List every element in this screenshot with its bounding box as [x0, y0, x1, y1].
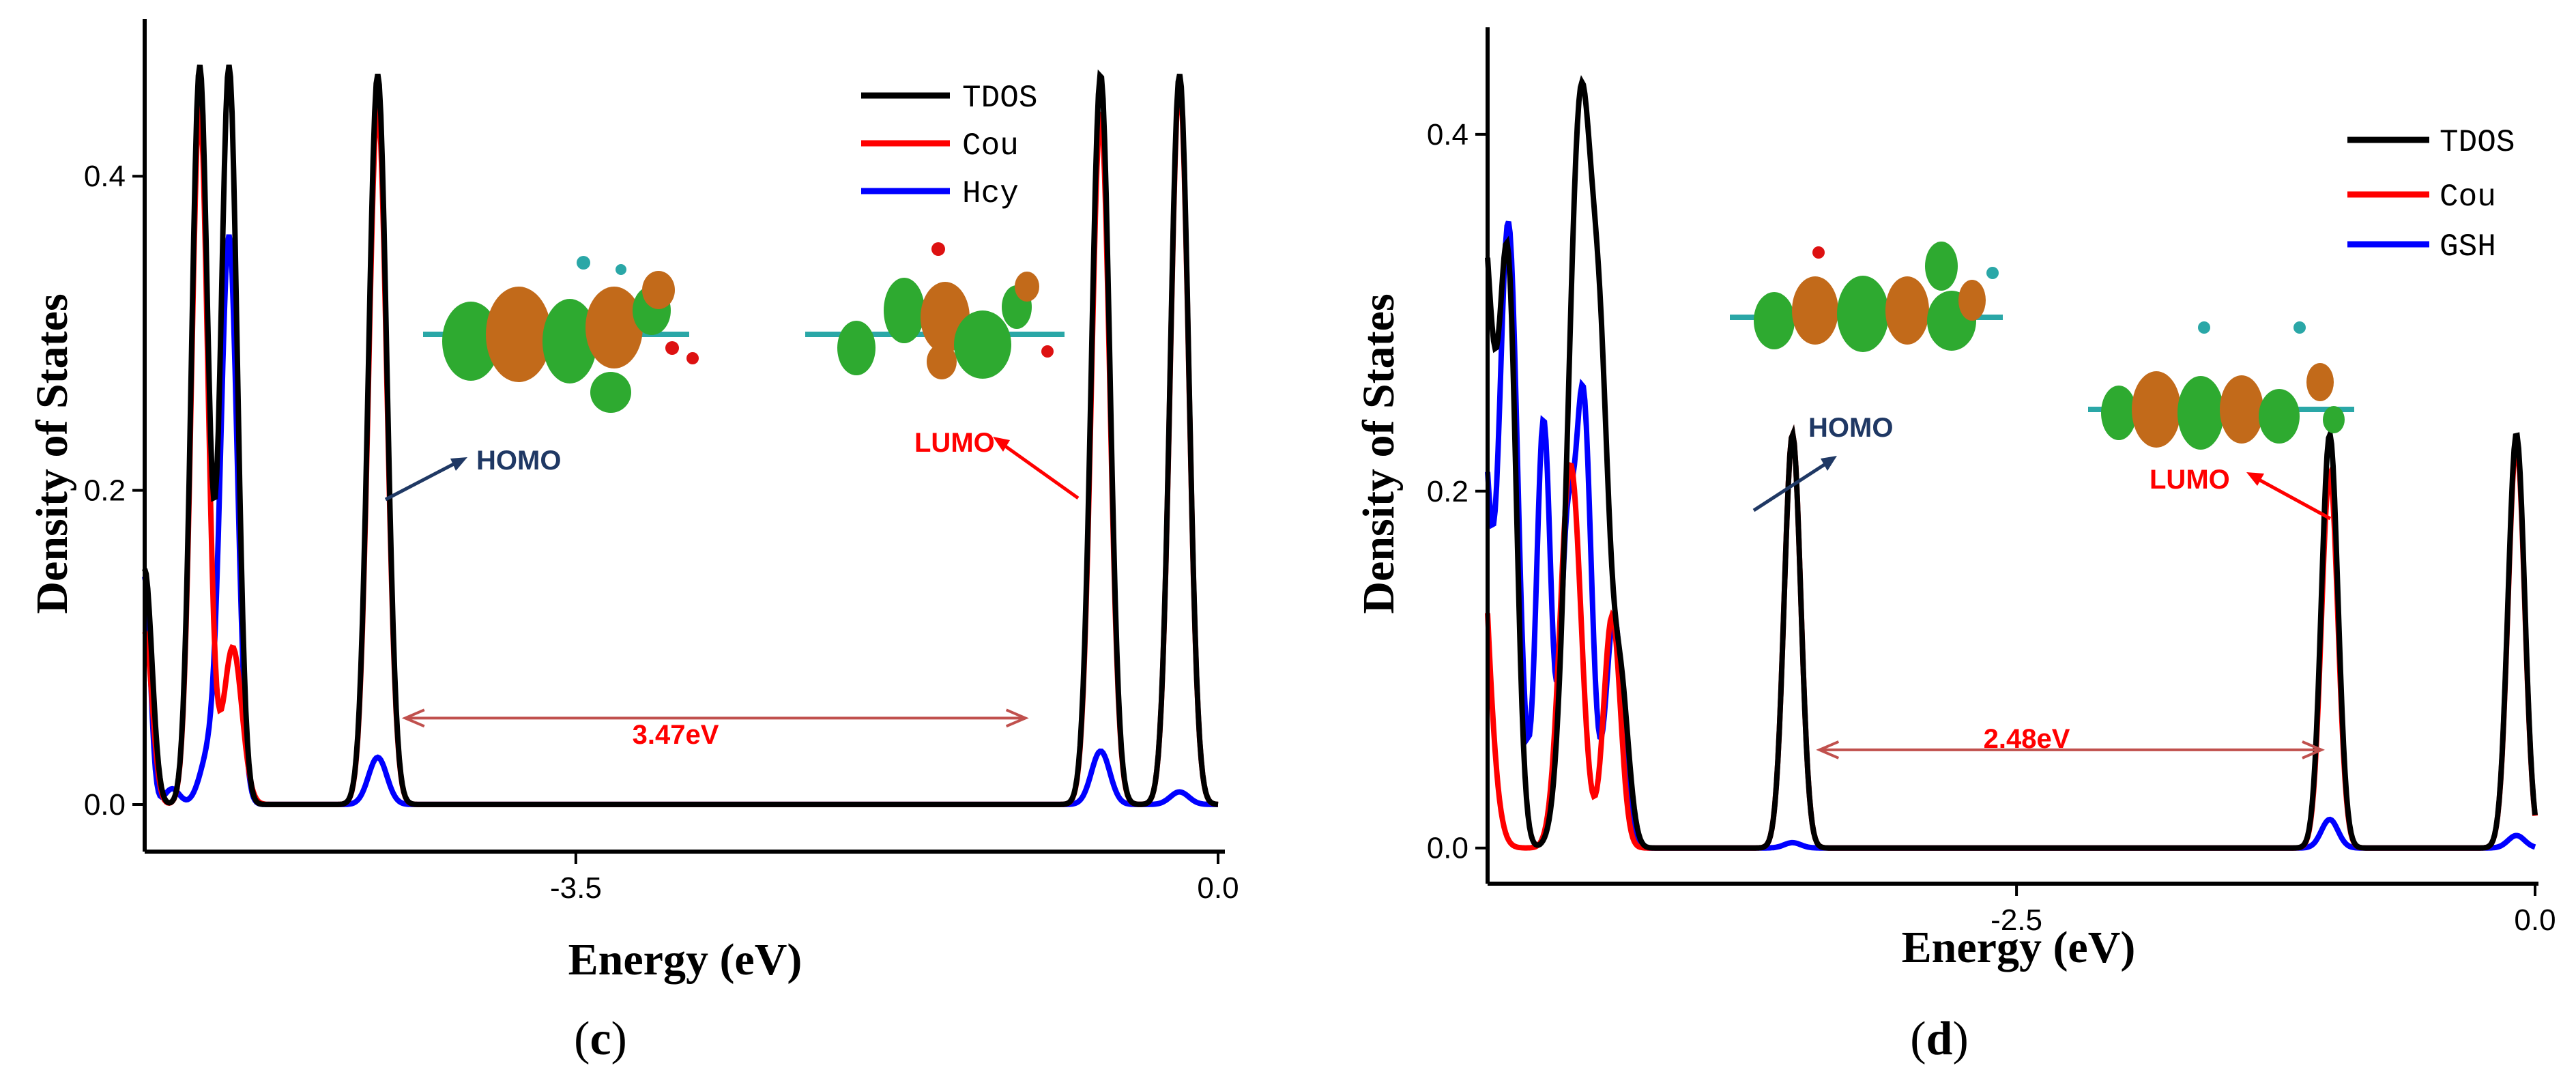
lumo-label: LUMO [2150, 465, 2230, 495]
series-cou-line [1485, 424, 2538, 851]
y-axis-label: Density of States [1354, 293, 1404, 613]
x-tick-label: 0.0 [2514, 903, 2556, 937]
y-tick-label: 0.2 [84, 474, 126, 508]
legend-label-tdos: TDOS [2440, 125, 2515, 160]
panel-label-d: (d) [1910, 1013, 1969, 1065]
y-tick-label: 0.2 [1427, 475, 1468, 508]
x-tick-label: 0.0 [1197, 871, 1239, 905]
y-tick-label: 0.4 [84, 160, 126, 193]
homo-orbital-image [423, 256, 699, 413]
plot-area-d [1485, 75, 2538, 851]
x-tick-label: -2.5 [1991, 903, 2042, 937]
band-gap-label: 2.48eV [1984, 724, 2070, 754]
band-gap-arrowhead-right [2302, 740, 2325, 759]
band-gap-label: 3.47eV [633, 720, 719, 750]
panel-c: -3.5 0.0 0.0 0.2 0.4 Density of States Energ… [27, 19, 1239, 1065]
y-tick-label: 0.4 [1427, 118, 1468, 151]
lumo-label: LUMO [914, 428, 995, 458]
series-cou-line [142, 81, 1219, 807]
band-gap-arrowhead-right [1005, 708, 1029, 728]
homo-label: HOMO [1808, 413, 1893, 443]
lumo-arrow [2254, 476, 2332, 521]
band-gap-arrowhead-left [1816, 740, 1840, 759]
legend-label-cou: Cou [962, 128, 1019, 164]
legend-label-gsh: GSH [2440, 229, 2496, 265]
y-tick-label: 0.0 [84, 788, 126, 822]
homo-orbital-image [1730, 242, 2003, 352]
series-gsh-line [1485, 220, 2536, 851]
legend-label-cou: Cou [2440, 179, 2496, 215]
legend: TDOS Cou GSH [2347, 125, 2515, 265]
legend-label-hcy: Hcy [962, 176, 1019, 212]
band-gap-arrow [401, 708, 1029, 728]
homo-arrow [1752, 462, 1827, 512]
x-tick-label: -3.5 [550, 871, 602, 905]
lumo-orbital-image [805, 242, 1065, 379]
homo-label: HOMO [476, 446, 561, 476]
y-tick-label: 0.0 [1427, 832, 1468, 865]
x-axis-label: Energy (eV) [568, 935, 802, 985]
band-gap-arrowhead-left [401, 708, 425, 728]
band-gap-arrow [1816, 740, 2325, 759]
panel-d: -2.5 0.0 0.0 0.2 0.4 Density of States Energ… [1354, 27, 2556, 1065]
x-axis-label: Energy (eV) [1902, 923, 2136, 972]
axis-ticks-d: -2.5 0.0 0.0 0.2 0.4 [1427, 118, 2556, 937]
homo-arrow [384, 462, 455, 502]
legend-label-tdos: TDOS [962, 81, 1037, 116]
series-tdos-line [1485, 75, 2538, 851]
panel-label-c: (c) [574, 1013, 627, 1065]
y-axis-label: Density of States [27, 293, 77, 613]
plot-area-c [142, 64, 1219, 807]
legend: TDOS Cou Hcy [861, 81, 1037, 212]
lumo-orbital-image [2088, 321, 2354, 450]
lumo-arrow [998, 440, 1080, 500]
axis-ticks-c: -3.5 0.0 0.0 0.2 0.4 [84, 160, 1239, 905]
series-tdos-line [142, 64, 1219, 807]
